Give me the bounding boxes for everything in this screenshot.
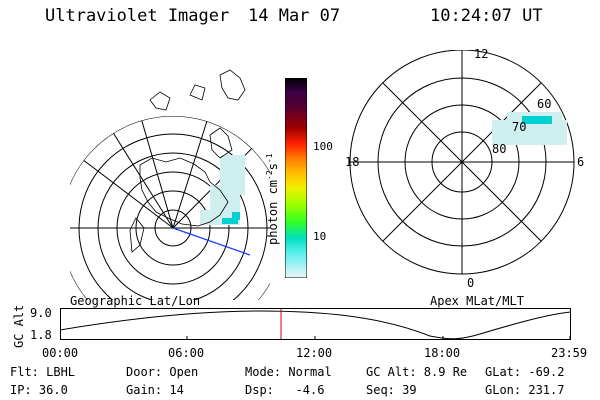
colorbar <box>285 78 307 278</box>
unit-sup-cm: -2 <box>265 170 274 180</box>
gain-field: Gain: 14 <box>126 383 184 397</box>
mlt-label-0: 0 <box>467 276 475 290</box>
colorbar-tick-100: 100 <box>313 140 333 153</box>
time-tick-3: 18:00 <box>424 346 461 360</box>
mode-field: Mode: Normal <box>245 365 332 379</box>
glat-field: GLat: -69.2 <box>485 365 565 379</box>
mlt-label-18: 18 <box>345 155 360 169</box>
alt-tick-high: 9.0 <box>30 306 52 320</box>
unit-s: s <box>266 163 280 171</box>
time-tick-0: 00:00 <box>42 346 79 360</box>
mlat-label-70: 70 <box>512 120 527 134</box>
time-tick-1: 06:00 <box>168 346 205 360</box>
gc-alt-axis-label: GC Alt <box>12 304 26 348</box>
alt-tick-low: 1.8 <box>30 328 52 342</box>
geographic-map <box>70 69 270 300</box>
geographic-caption: Geographic Lat/Lon <box>70 294 201 308</box>
instrument-title: Ultraviolet Imager <box>45 6 230 26</box>
apex-caption: Apex MLat/MLT <box>430 294 524 308</box>
mlt-label-6: 6 <box>577 155 585 169</box>
seq-field: Seq: 39 <box>366 383 417 397</box>
filter-field: Flt: LBHL <box>10 365 76 379</box>
time-tick-2: 12:00 <box>296 346 333 360</box>
altitude-plot <box>60 308 572 340</box>
unit-text: photon cm <box>266 179 280 245</box>
altitude-curve <box>60 310 572 340</box>
gc-alt-field: GC Alt: 8.9 Re <box>366 365 468 379</box>
apex-polar-map <box>349 50 575 275</box>
time-tick-4: 23:59 <box>551 346 588 360</box>
mlt-label-12: 12 <box>474 47 489 61</box>
colorbar-tick-10: 10 <box>313 230 327 243</box>
time-label: 10:24:07 UT <box>430 6 543 26</box>
mlat-label-80: 80 <box>492 142 507 156</box>
unit-sup-s: -1 <box>265 153 274 164</box>
door-field: Door: Open <box>126 365 199 379</box>
date-label: 14 Mar 07 <box>248 6 341 26</box>
colorbar-unit: photon cm-2s-1 <box>265 153 280 245</box>
ip-field: IP: 36.0 <box>10 383 68 397</box>
glon-field: GLon: 231.7 <box>485 383 565 397</box>
mlat-label-60: 60 <box>537 97 552 111</box>
dsp-field: Dsp: -4.6 <box>245 383 325 397</box>
